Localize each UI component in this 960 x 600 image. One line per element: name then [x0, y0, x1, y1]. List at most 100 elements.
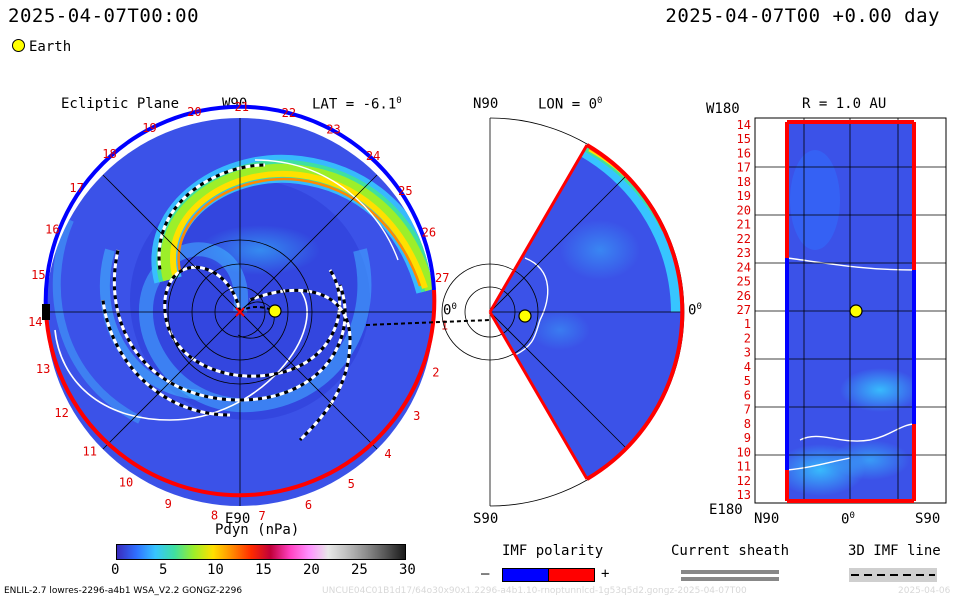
colorbar-tick: 0: [111, 562, 120, 578]
colorbar-tick: 25: [351, 562, 368, 578]
ecliptic-zero-label: 00: [443, 302, 457, 319]
map-row-label: 6: [744, 388, 751, 402]
date-right: 2025-04-07T00 +0.00 day: [665, 5, 940, 27]
meridional-zero-text: 0: [688, 302, 697, 319]
colorbar-tick: 20: [303, 562, 320, 578]
colorbar-tick: 15: [255, 562, 272, 578]
rim-number: 25: [398, 184, 412, 198]
map-row-label: 19: [737, 189, 751, 203]
map-row-label: 4: [744, 360, 751, 374]
earth-marker-icon: [12, 39, 25, 52]
rim-number: 23: [326, 123, 340, 137]
map-row-label: 2: [744, 332, 751, 346]
imf-polarity-title: IMF polarity: [502, 543, 604, 559]
rim-number: 18: [102, 147, 116, 161]
rim-number: 2: [432, 365, 439, 379]
rim-number: 5: [348, 477, 355, 491]
imf-plus-label: +: [601, 566, 610, 582]
model-info: ENLIL-2.7 lowres-2296-a4b1 WSA_V2.2 GONG…: [4, 586, 243, 596]
colorbar-title: Pdyn (nPa): [215, 522, 300, 538]
rim-number: 8: [211, 508, 218, 522]
rim-number: 7: [258, 509, 265, 523]
map-row-label: 23: [737, 246, 751, 260]
map-row-label: 15: [737, 132, 751, 146]
colorbar-tick: 5: [159, 562, 168, 578]
map-bottom-zero: 00: [841, 511, 855, 528]
map-row-label: 8: [744, 417, 751, 431]
rim-number: 4: [384, 447, 391, 461]
meridional-bottom-label: S90: [473, 511, 499, 527]
rim-number: 3: [413, 409, 420, 423]
map-row-label: 10: [737, 445, 751, 459]
ecliptic-title: Ecliptic Plane: [61, 96, 180, 112]
lat-label-text: LAT = -6.1: [312, 96, 397, 113]
lonlat-map-panel: 1415161718192021222324252627123456789101…: [737, 117, 947, 504]
map-row-label: 3: [744, 346, 751, 360]
rim-number: 13: [36, 362, 50, 376]
lat-label-sup: 0: [396, 96, 402, 106]
lon-label-sup: 0: [597, 96, 603, 106]
rim-number: 26: [422, 225, 436, 239]
map-bottom-left: E180: [709, 502, 743, 518]
imf-positive-swatch: [548, 568, 595, 582]
map-row-label: 5: [744, 374, 751, 388]
map-row-label: 27: [737, 303, 751, 317]
map-row-label: 22: [737, 232, 751, 246]
rim-number: 17: [69, 181, 83, 195]
map-row-label: 13: [737, 488, 751, 502]
map-row-label: 24: [737, 260, 751, 274]
map-row-label: 16: [737, 147, 751, 161]
imf-line-title: 3D IMF line: [848, 543, 941, 559]
current-sheath-title: Current sheath: [671, 543, 790, 559]
date-left: 2025-04-07T00:00: [8, 5, 200, 27]
colorbar-tick: 30: [399, 562, 416, 578]
imf-minus-label: –: [481, 566, 490, 582]
rim-number: 20: [187, 105, 201, 119]
current-sheath-swatch-bottom: [681, 577, 779, 581]
map-bottom-zero-text: 0: [841, 511, 850, 528]
earth-legend: Earth: [12, 39, 71, 55]
rim-number: 24: [366, 149, 380, 163]
current-sheath-swatch-top: [681, 570, 779, 574]
rim-number: 21: [234, 100, 248, 114]
meridional-zero-label: 00: [688, 302, 702, 319]
map-row-label: 1: [744, 317, 751, 331]
earth-meridional-icon: [518, 309, 532, 323]
rim-number: 1: [441, 319, 448, 333]
map-row-label: 12: [737, 474, 751, 488]
rim-number: 14: [28, 315, 42, 329]
lon-label: LON = 00: [538, 96, 602, 113]
lat-label: LAT = -6.10: [312, 96, 402, 113]
map-row-label: 18: [737, 175, 751, 189]
rim-number: 19: [142, 121, 156, 135]
meridional-top-label: N90: [473, 96, 499, 112]
map-row-labels: 1415161718192021222324252627123456789101…: [737, 118, 751, 502]
map-top-left: W180: [706, 101, 740, 117]
rim-number: 6: [305, 498, 312, 512]
map-row-label: 17: [737, 161, 751, 175]
rim-number: 9: [165, 497, 172, 511]
map-row-label: 26: [737, 289, 751, 303]
earth-legend-label: Earth: [29, 39, 72, 55]
ecliptic-zero-text: 0: [443, 302, 452, 319]
map-row-label: 14: [737, 118, 751, 132]
rim-number: 27: [435, 271, 449, 285]
sun-marker-icon: [235, 307, 245, 317]
rim-number: 11: [82, 445, 96, 459]
map-row-label: 7: [744, 403, 751, 417]
file-info: UNCUE04C01B1d17/64o30x90x1.2296-a4b1.10-…: [322, 586, 747, 596]
rim-number: 16: [45, 222, 59, 236]
rim-number: 12: [54, 406, 68, 420]
map-bottom-s: S90: [915, 511, 941, 527]
meridional-zero-sup: 0: [696, 302, 702, 312]
map-row-label: 25: [737, 275, 751, 289]
map-row-label: 11: [737, 460, 751, 474]
ecliptic-zero-sup: 0: [451, 302, 457, 312]
map-row-label: 21: [737, 218, 751, 232]
lon-label-text: LON = 0: [538, 96, 598, 113]
run-date: 2025-04-06: [898, 586, 951, 596]
earth-ecliptic-icon: [268, 304, 282, 318]
